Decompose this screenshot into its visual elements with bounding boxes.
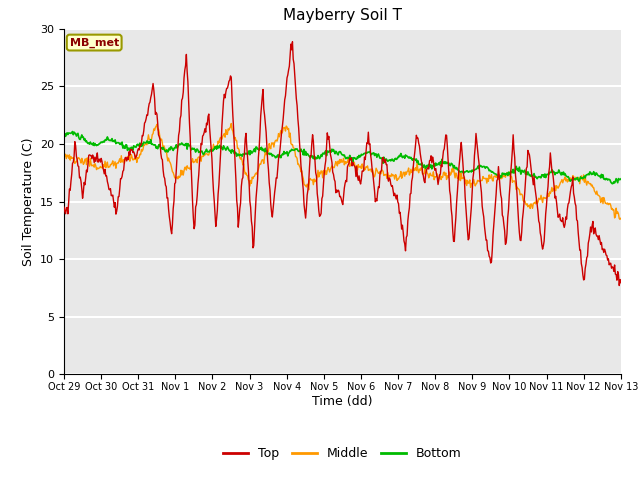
Y-axis label: Soil Temperature (C): Soil Temperature (C)	[22, 137, 35, 266]
Title: Mayberry Soil T: Mayberry Soil T	[283, 9, 402, 24]
Text: MB_met: MB_met	[70, 37, 119, 48]
X-axis label: Time (dd): Time (dd)	[312, 395, 372, 408]
Legend: Top, Middle, Bottom: Top, Middle, Bottom	[218, 442, 467, 465]
